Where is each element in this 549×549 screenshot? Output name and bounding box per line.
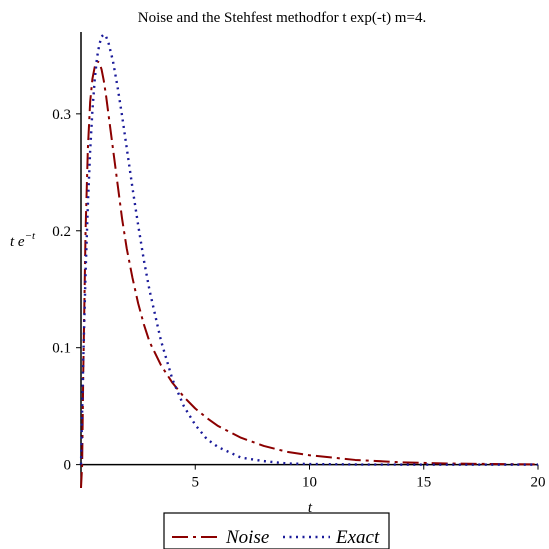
y-axis-label-exponent: −t bbox=[25, 230, 36, 242]
x-axis-label: t bbox=[308, 500, 313, 516]
y-tick-label: 0.2 bbox=[52, 224, 71, 240]
legend-label-exact: Exact bbox=[335, 527, 380, 548]
y-axis-label: t e−t bbox=[10, 230, 36, 250]
x-tick-label: 15 bbox=[416, 475, 431, 491]
series-line-noise bbox=[80, 60, 539, 489]
x-tick-label: 20 bbox=[531, 475, 546, 491]
x-tick-label: 5 bbox=[192, 475, 200, 491]
y-tick-label: 0.1 bbox=[52, 341, 71, 357]
legend-box bbox=[163, 512, 390, 549]
y-axis-label-base: t e bbox=[10, 234, 25, 250]
legend: Noise Exact bbox=[163, 512, 390, 549]
series-layer bbox=[79, 33, 539, 489]
ticks: 5 10 15 20 0 0.1 0.2 0.3 bbox=[52, 107, 545, 491]
x-tick-label: 10 bbox=[302, 475, 317, 491]
y-tick-label: 0 bbox=[64, 458, 72, 474]
chart-title: Noise and the Stehfest methodfor t exp(-… bbox=[138, 10, 426, 26]
axes bbox=[80, 32, 538, 488]
legend-label-noise: Noise bbox=[225, 527, 269, 548]
y-tick-label: 0.3 bbox=[52, 107, 71, 123]
series-line-exact bbox=[79, 33, 538, 466]
